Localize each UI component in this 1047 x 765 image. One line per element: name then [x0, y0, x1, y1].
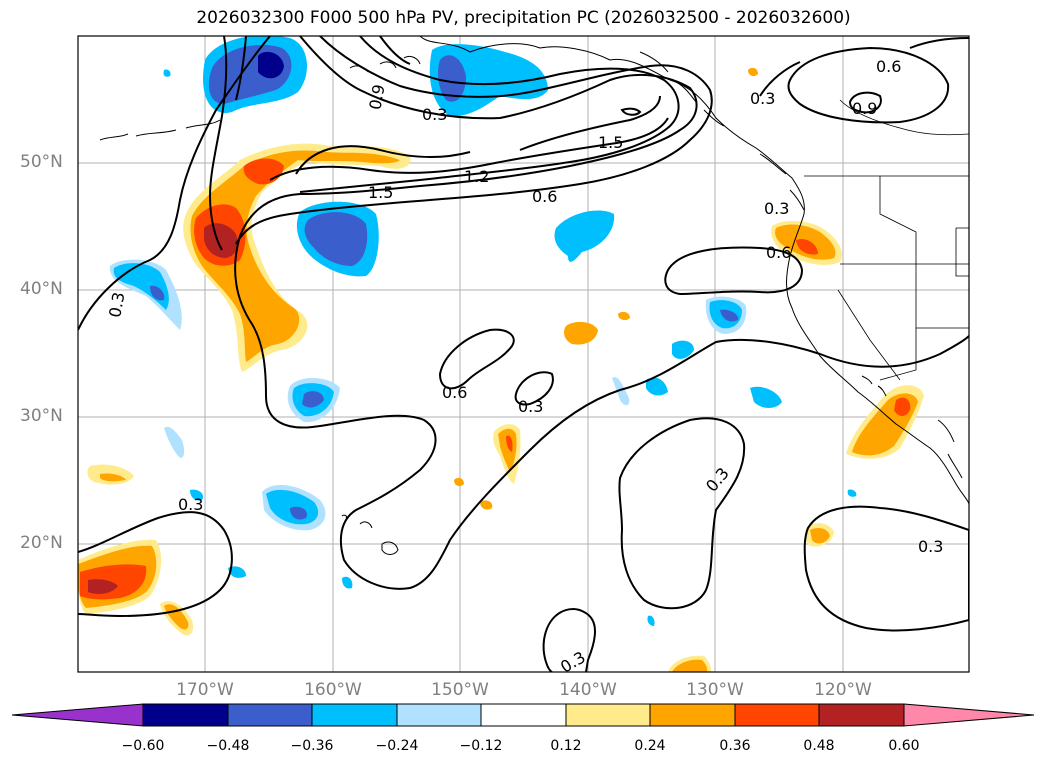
- colorbar-tick: 0.36: [719, 738, 751, 754]
- lat-label-40n: 40°N: [20, 279, 63, 299]
- colorbar-tick: 0.24: [634, 738, 666, 754]
- contour-label: 0.3: [178, 495, 203, 514]
- contour-label: 0.3: [105, 291, 128, 319]
- map-frame: [77, 35, 970, 673]
- contour-label: 0.6: [766, 243, 791, 262]
- contour-label: 0.3: [918, 537, 943, 556]
- contour-label: 0.9: [365, 83, 388, 111]
- colorbar-tick: −0.24: [375, 738, 419, 754]
- lon-label-170w: 170°W: [176, 680, 234, 700]
- lon-label-150w: 150°W: [431, 680, 489, 700]
- contour-label: 1.5: [598, 133, 623, 152]
- contour-label: 0.6: [442, 383, 467, 402]
- contour-label: 0.3: [750, 89, 775, 108]
- contour-label: 0.3: [422, 105, 447, 124]
- positive-precip-anomalies: [78, 67, 924, 672]
- lon-label-120w: 120°W: [814, 680, 872, 700]
- contour-label: 0.6: [532, 187, 557, 206]
- contour-label: 0.3: [764, 199, 789, 218]
- contour-labels: 0.9 0.3 0.6 0.9 1.5 1.2 1.5 0.6 0.3 0.6 …: [105, 57, 943, 672]
- pv-contours: [78, 36, 969, 672]
- lon-label-160w: 160°W: [304, 680, 362, 700]
- colorbar-extend-low: [11, 703, 144, 727]
- colorbar-tick: 0.12: [550, 738, 582, 754]
- lon-label-130w: 130°W: [686, 680, 744, 700]
- contour-label: 0.3: [518, 397, 543, 416]
- lat-label-30n: 30°N: [20, 406, 63, 426]
- lat-label-50n: 50°N: [20, 152, 63, 172]
- colorbar-tick: −0.12: [459, 738, 503, 754]
- contour-label: 0.9: [852, 99, 877, 118]
- lon-label-140w: 140°W: [559, 680, 617, 700]
- map-title: 2026032300 F000 500 hPa PV, precipitatio…: [196, 8, 851, 28]
- colorbar-tick: −0.36: [290, 738, 334, 754]
- colorbar-tick: −0.60: [121, 738, 165, 754]
- map-panel: [78, 36, 969, 672]
- colorbar-tick: 0.48: [803, 738, 835, 754]
- colorbar-tick: −0.48: [206, 738, 250, 754]
- contour-label: 0.6: [876, 57, 901, 76]
- colorbar-tick: 0.60: [888, 738, 920, 754]
- colorbar: [11, 703, 1035, 727]
- contour-label: 1.2: [464, 167, 489, 186]
- colorbar-extend-high: [903, 703, 1035, 727]
- coastlines: [99, 36, 969, 555]
- negative-precip-anomalies: [109, 36, 857, 626]
- contour-label: 1.5: [368, 183, 393, 202]
- lat-label-20n: 20°N: [20, 533, 63, 553]
